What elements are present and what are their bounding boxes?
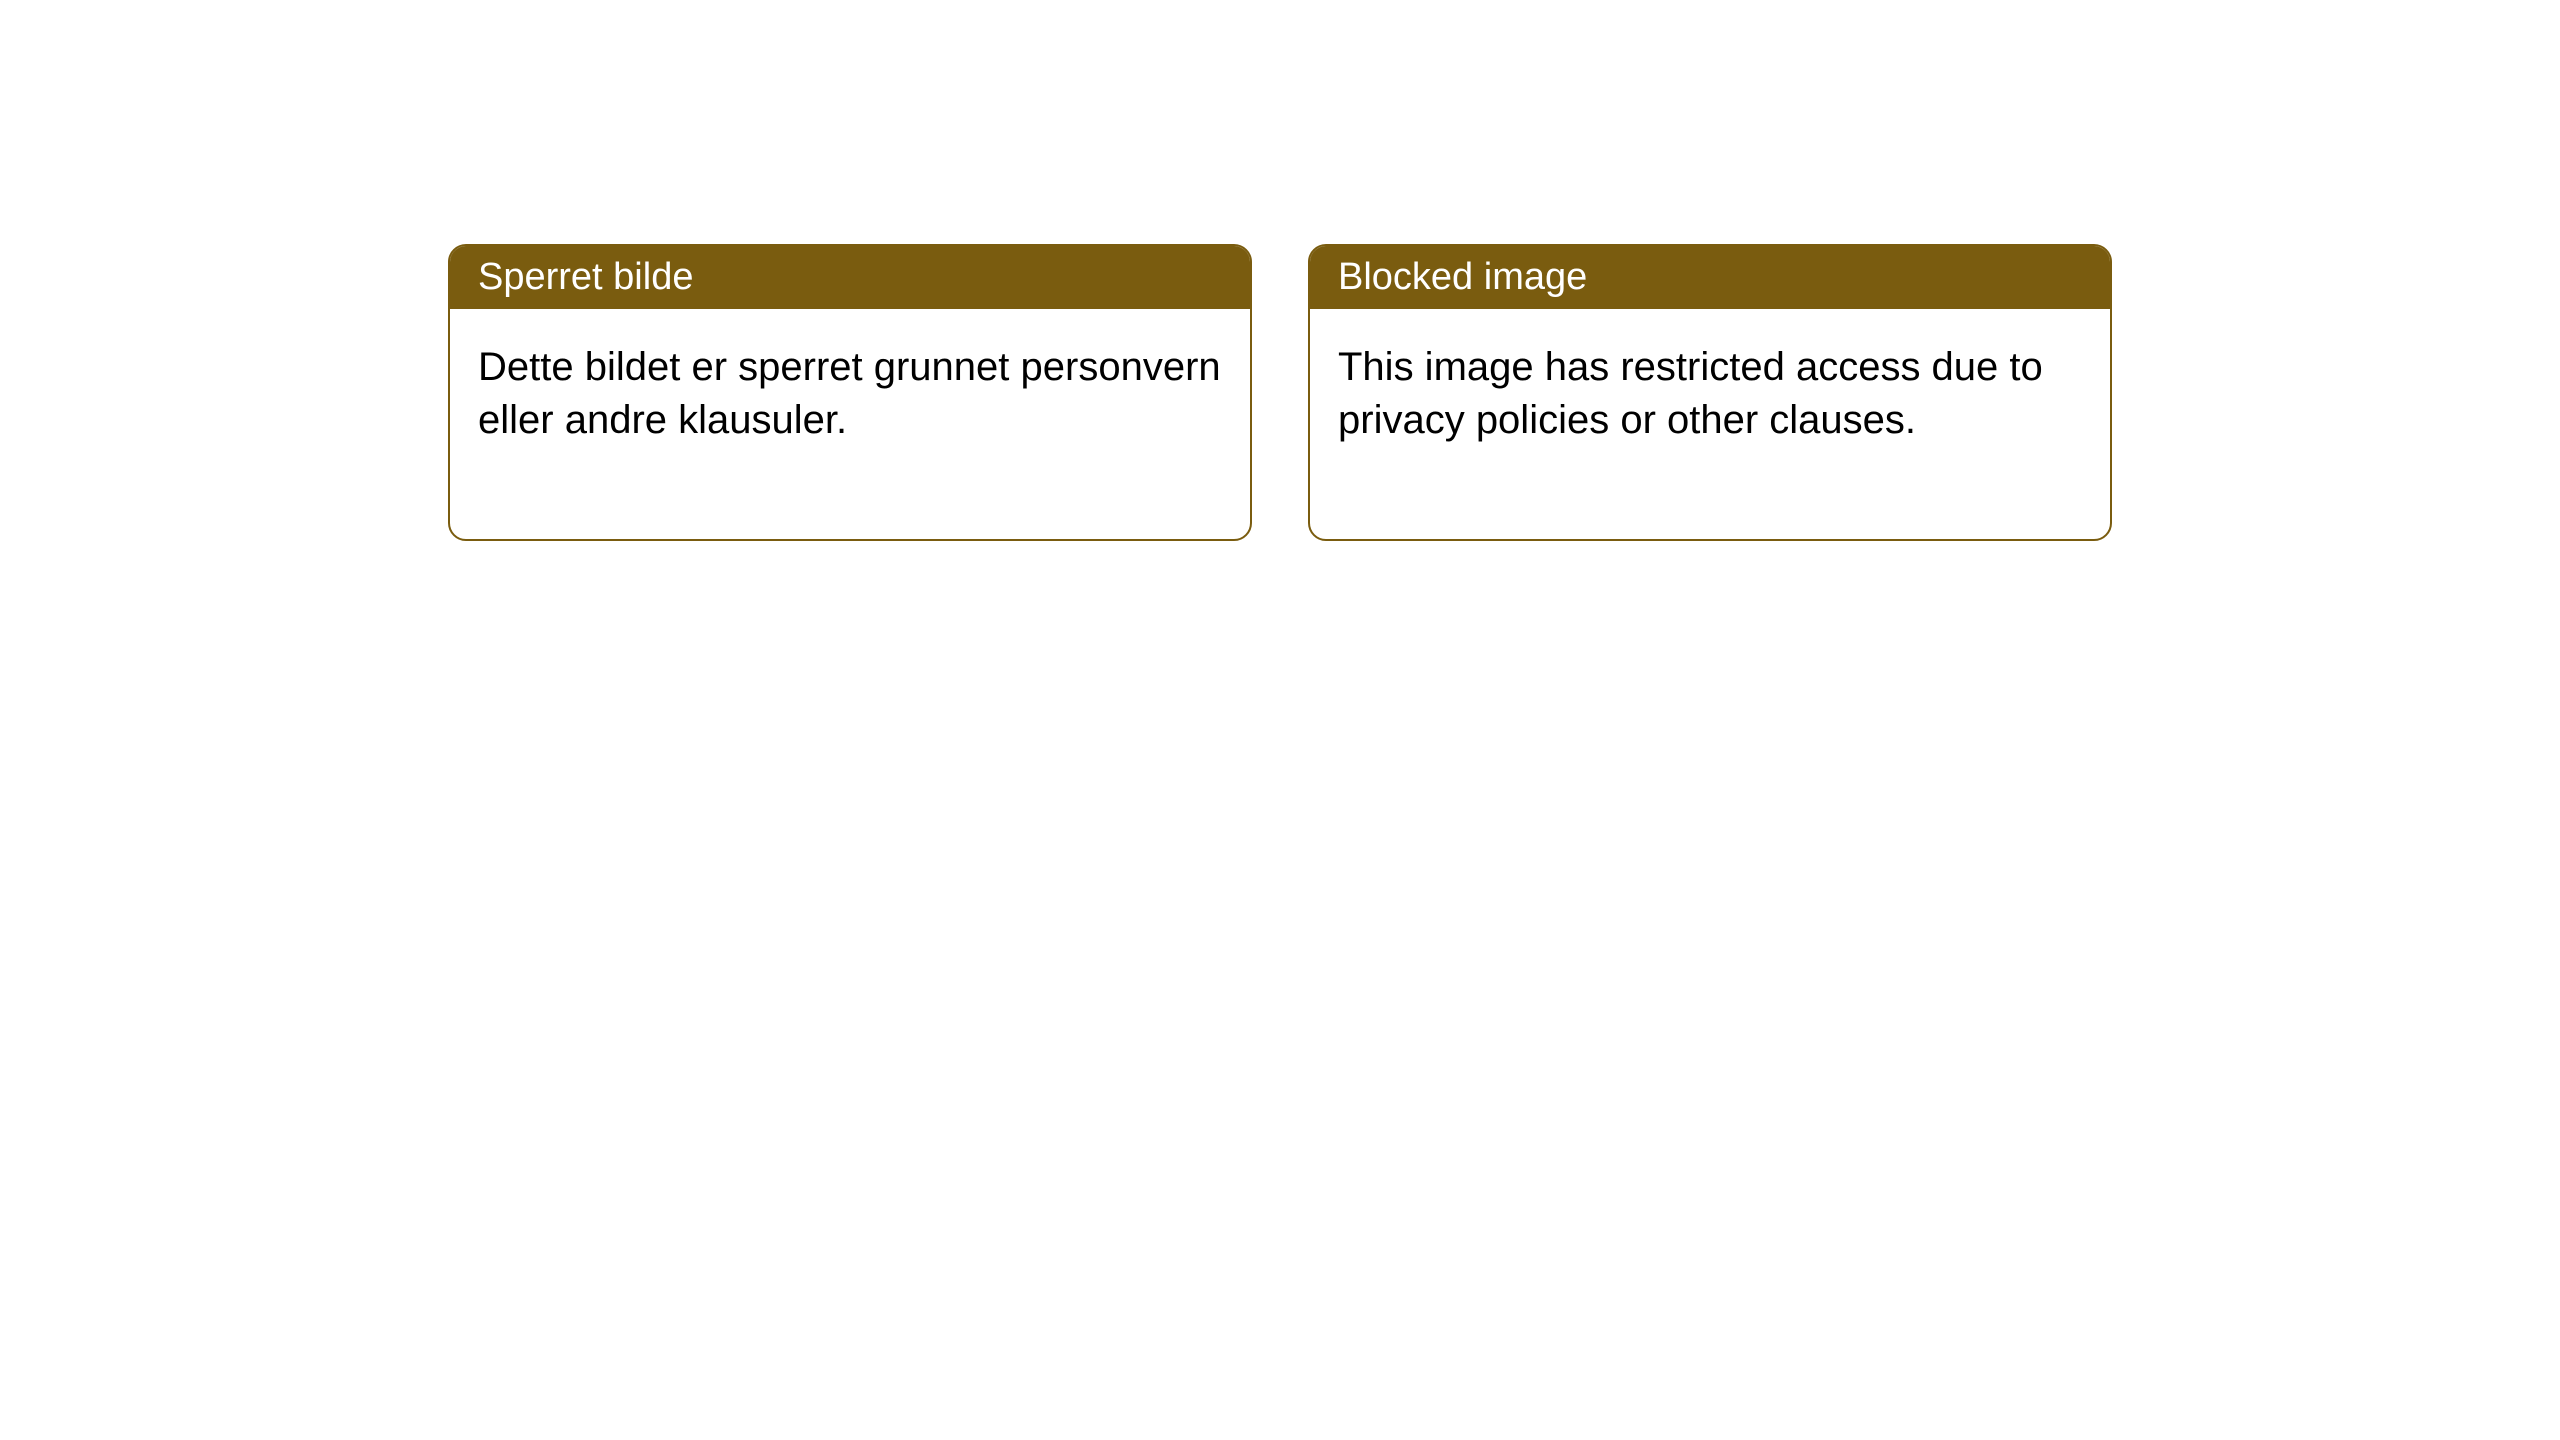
notice-card-title: Blocked image	[1338, 256, 1587, 298]
notice-card-body-text: Dette bildet er sperret grunnet personve…	[478, 345, 1221, 442]
notice-card-body-text: This image has restricted access due to …	[1338, 345, 2043, 442]
notice-card-body: This image has restricted access due to …	[1310, 309, 2110, 539]
notice-card-header: Blocked image	[1310, 246, 2110, 309]
notice-container: Sperret bilde Dette bildet er sperret gr…	[448, 244, 2112, 541]
notice-card-header: Sperret bilde	[450, 246, 1250, 309]
notice-card-body: Dette bildet er sperret grunnet personve…	[450, 309, 1250, 539]
notice-card-norwegian: Sperret bilde Dette bildet er sperret gr…	[448, 244, 1252, 541]
notice-card-title: Sperret bilde	[478, 256, 693, 298]
notice-card-english: Blocked image This image has restricted …	[1308, 244, 2112, 541]
